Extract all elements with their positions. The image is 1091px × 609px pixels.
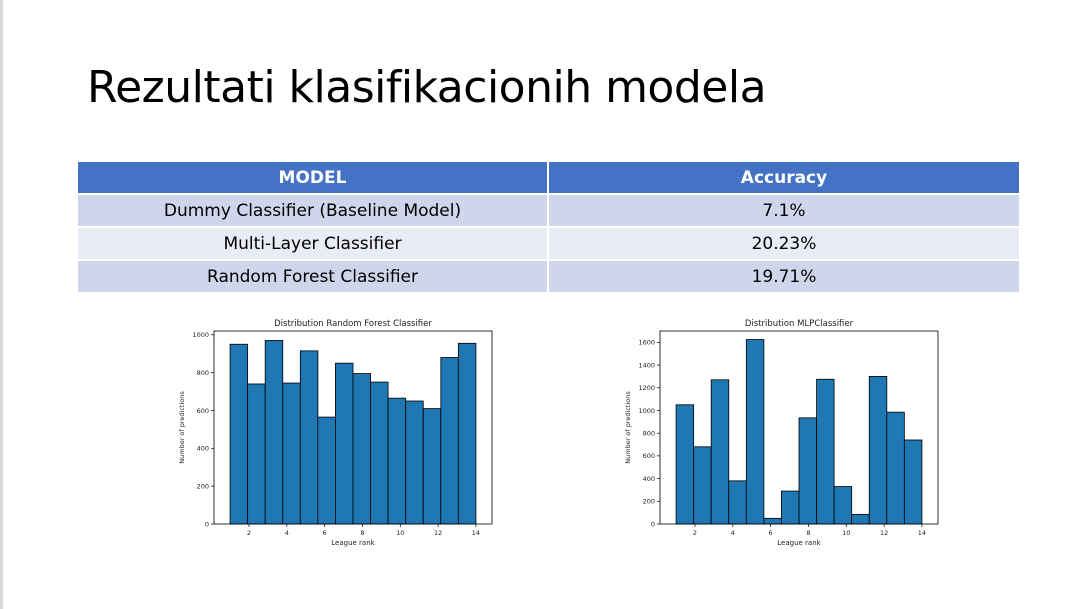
histogram-bar xyxy=(299,350,319,525)
x-axis-label: League rank xyxy=(777,539,821,547)
y-tick-label: 800 xyxy=(643,429,655,437)
y-tick-label: 0 xyxy=(651,520,655,528)
accuracy-cell: 19.71% xyxy=(548,259,1019,292)
y-tick-label: 1400 xyxy=(638,361,655,369)
histogram-bar xyxy=(317,416,336,525)
plot-frame xyxy=(659,330,939,525)
histogram-bar xyxy=(781,490,800,525)
model-name-cell: Multi-Layer Classifier xyxy=(78,226,549,260)
y-tick-label: 800 xyxy=(197,369,209,377)
y-tick-label: 200 xyxy=(197,482,209,490)
x-tick-label: 8 xyxy=(360,529,364,537)
results-table: MODEL Accuracy Dummy Classifier (Baselin… xyxy=(78,162,1019,292)
table-header-row: MODEL Accuracy xyxy=(78,162,1019,194)
y-axis-label: Number of predictions xyxy=(178,391,186,464)
table-row: Dummy Classifier (Baseline Model) 7.1% xyxy=(78,193,1019,227)
plot-frame xyxy=(213,330,493,525)
slide-left-edge xyxy=(0,0,3,609)
histogram-bar xyxy=(816,378,835,525)
y-tick-label: 600 xyxy=(643,452,655,460)
x-axis-label: League rank xyxy=(331,539,375,547)
y-tick-label: 600 xyxy=(197,407,209,415)
slide-title: Rezultati klasifikacionih modela xyxy=(87,62,767,113)
x-tick-label: 10 xyxy=(396,529,404,537)
x-tick-label: 10 xyxy=(842,529,850,537)
x-tick-label: 12 xyxy=(880,529,888,537)
y-tick-label: 0 xyxy=(205,520,209,528)
histogram-svg: 2 4 6 8 10 12 14 0 200 400 600 800 1000 1200 1400 1600 D… xyxy=(624,319,939,547)
x-tick-label: 4 xyxy=(731,529,735,537)
x-tick-label: 14 xyxy=(918,529,926,537)
histogram-bar xyxy=(247,383,266,525)
histogram-bar xyxy=(693,446,712,525)
chart-random-forest: 2 4 6 8 10 12 14 0 200 400 600 800 1000 Distribution … xyxy=(172,312,502,557)
x-tick-label: 6 xyxy=(323,529,327,537)
histogram-bar xyxy=(282,382,301,525)
x-tick-label: 12 xyxy=(434,529,442,537)
y-tick-label: 400 xyxy=(197,445,209,453)
histogram-bar xyxy=(728,480,747,525)
header-accuracy: Accuracy xyxy=(548,162,1019,194)
table-row: Multi-Layer Classifier 20.23% xyxy=(78,226,1019,260)
histogram-bar xyxy=(457,342,477,525)
x-tick-label: 4 xyxy=(285,529,289,537)
table-row: Random Forest Classifier 19.71% xyxy=(78,259,1019,292)
accuracy-cell: 20.23% xyxy=(548,226,1019,260)
histogram-bar xyxy=(886,411,905,525)
y-tick-label: 200 xyxy=(643,498,655,506)
histogram-bar xyxy=(440,357,459,525)
accuracy-cell: 7.1% xyxy=(548,193,1019,227)
histogram-bar xyxy=(405,400,424,525)
histogram-bar xyxy=(868,376,888,525)
y-tick-label: 1000 xyxy=(638,407,655,415)
histogram-svg: 2 4 6 8 10 12 14 0 200 400 600 800 1000 Distribution … xyxy=(178,319,493,547)
chart-mlp: 2 4 6 8 10 12 14 0 200 400 600 800 1000 1200 1400 1600 D… xyxy=(618,312,948,557)
y-tick-label: 1000 xyxy=(192,331,209,339)
histogram-bar xyxy=(387,397,407,525)
histogram-bar xyxy=(675,404,695,525)
histogram-bar xyxy=(264,340,284,525)
histogram-bar xyxy=(798,417,817,525)
histogram-bar xyxy=(710,379,730,525)
y-tick-label: 1200 xyxy=(638,384,655,392)
x-tick-label: 8 xyxy=(806,529,810,537)
histogram-bar xyxy=(229,343,249,525)
y-tick-label: 400 xyxy=(643,475,655,483)
y-axis-label: Number of predictions xyxy=(624,391,632,464)
histogram-bar xyxy=(745,339,765,525)
y-tick-label: 1600 xyxy=(638,339,655,347)
x-tick-label: 2 xyxy=(247,529,251,537)
header-model: MODEL xyxy=(78,162,549,194)
histogram-bar xyxy=(335,362,354,525)
x-tick-label: 2 xyxy=(693,529,697,537)
model-name-cell: Dummy Classifier (Baseline Model) xyxy=(78,193,549,227)
histogram-bar xyxy=(851,513,870,525)
histogram-bar xyxy=(370,381,389,525)
chart-title: Distribution MLPClassifier xyxy=(745,319,854,329)
histogram-bar xyxy=(833,486,853,525)
model-name-cell: Random Forest Classifier xyxy=(78,259,549,292)
x-tick-label: 14 xyxy=(472,529,480,537)
histogram-bar xyxy=(763,517,782,525)
histogram-bar xyxy=(422,408,442,525)
histogram-bar xyxy=(352,373,371,525)
chart-title: Distribution Random Forest Classifier xyxy=(274,319,432,329)
histogram-bar xyxy=(903,439,923,525)
x-tick-label: 6 xyxy=(769,529,773,537)
